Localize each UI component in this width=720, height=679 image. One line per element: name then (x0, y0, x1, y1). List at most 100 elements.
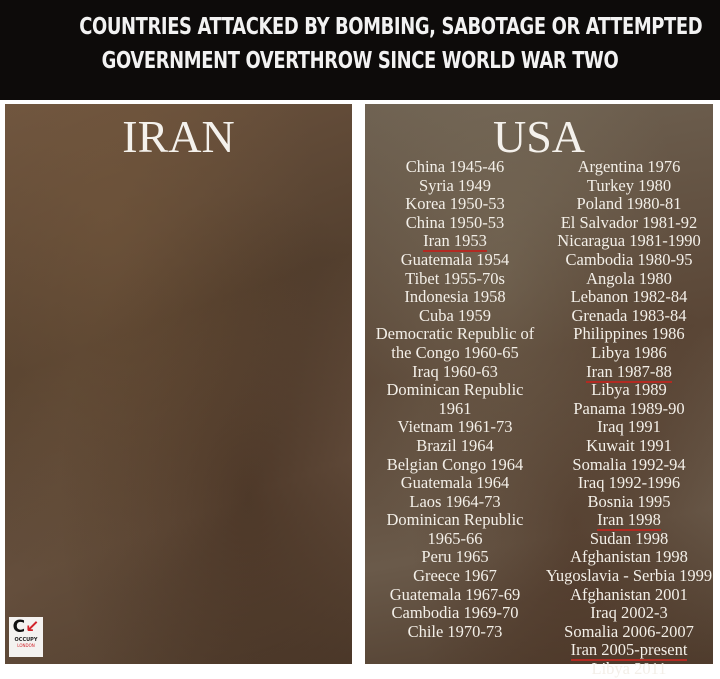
list-item: Grenada 1983-84 (543, 305, 715, 326)
list-item: Turkey 1980 (543, 175, 715, 196)
usa-list-column-2: Argentina 1976 Turkey 1980 Poland 1980-81 E… (543, 157, 715, 679)
list-item-text: Tibet 1955-70s (405, 268, 505, 288)
list-item: Guatemala 1967-69 (367, 584, 543, 605)
usa-panel: USA China 1945-46 Syria 1949 Korea 1950-53… (365, 104, 713, 678)
list-item-text: Somalia 2006-2007 (564, 621, 694, 641)
list-item-text: Peru 1965 (421, 547, 489, 567)
title-line-2: GOVERNMENT OVERTHROW SINCE WORLD WAR TWO (101, 48, 619, 74)
list-item-text: Belgian Congo 1964 (386, 454, 524, 474)
list-item-text: Afghanistan 2001 (570, 584, 688, 604)
list-item-text: El Salvador 1981-92 (560, 212, 698, 232)
list-item-text: Greece 1967 (413, 566, 497, 586)
list-item-text: Cambodia 1980-95 (565, 249, 693, 269)
list-item-highlighted: Iran 1953 (367, 231, 543, 253)
list-item-text: Cuba 1959 (419, 305, 491, 325)
title-banner: COUNTRIES ATTACKED BY BOMBING, SABOTAGE … (0, 0, 720, 100)
iran-heading: IRAN (122, 111, 235, 162)
list-item-text: Yugoslavia - Serbia 1999 (545, 566, 713, 586)
list-item-text: Iran 1953 (423, 231, 487, 253)
title-line-1: COUNTRIES ATTACKED BY BOMBING, SABOTAGE … (79, 14, 703, 40)
list-item: Panama 1989-90 (543, 398, 715, 419)
list-item-text: Afghanistan 1998 (570, 547, 688, 567)
list-item-text: Indonesia 1958 (404, 287, 506, 307)
list-item: Iraq 1960-63 (367, 361, 543, 382)
list-item: Afghanistan 2001 (543, 584, 715, 605)
list-item-text: Sudan 1998 (589, 528, 669, 548)
list-item: Indonesia 1958 (367, 287, 543, 307)
list-item: Korea 1950-53 (367, 194, 543, 214)
list-item: Poland 1980-81 (543, 194, 715, 214)
list-item-text: Dominican Republic 1961 (386, 380, 524, 418)
list-item-text: Poland 1980-81 (576, 194, 682, 214)
list-item: Bosnia 1995 (543, 491, 715, 512)
list-item-text: Lebanon 1982-84 (570, 287, 688, 307)
list-item-text: Korea 1950-53 (405, 194, 505, 214)
list-item-text: Guatemala 1964 (400, 473, 510, 493)
list-item: Iraq 2002-3 (543, 603, 715, 623)
list-item-text: Brazil 1964 (416, 435, 494, 455)
occupy-london-logo: C↙ OCCUPY LONDON (9, 617, 43, 657)
list-item: Cambodia 1980-95 (543, 249, 715, 270)
list-item: China 1950-53 (367, 212, 543, 233)
list-item-text: Democratic Republic of the Congo 1960-65 (375, 324, 535, 362)
list-item: Guatemala 1964 (367, 473, 543, 493)
list-item: Tibet 1955-70s (367, 268, 543, 289)
list-item: Cuba 1959 (367, 305, 543, 326)
occupy-logo-icon: C↙ (12, 617, 40, 637)
list-item-text: Guatemala 1967-69 (389, 584, 521, 604)
list-item-text: Iraq 1960-63 (412, 361, 498, 381)
list-item: Vietnam 1961-73 (367, 418, 543, 437)
list-item: Somalia 2006-2007 (543, 621, 715, 642)
list-item: Guatemala 1954 (367, 249, 543, 270)
list-item-text: Bosnia 1995 (587, 491, 671, 511)
list-item: China 1945-46 (367, 157, 543, 177)
list-item-text: Nicaragua 1981-1990 (557, 231, 701, 251)
list-item: Argentina 1976 (543, 157, 715, 177)
list-item-text: Dominican Republic 1965-66 (386, 510, 524, 548)
list-item: Democratic Republic of the Congo 1960-65 (367, 325, 543, 362)
list-item-text: Panama 1989-90 (573, 398, 685, 418)
list-item-text: Argentina 1976 (577, 157, 681, 176)
list-item-highlighted: Iran 1998 (543, 510, 715, 532)
list-item-text: Iraq 1992-1996 (577, 473, 681, 493)
list-item-text: China 1945-46 (405, 157, 505, 176)
usa-list-column-1: China 1945-46 Syria 1949 Korea 1950-53 Chin… (367, 157, 543, 642)
list-item-text: Guatemala 1954 (400, 249, 510, 269)
list-item: Peru 1965 (367, 548, 543, 567)
list-item: Cambodia 1969-70 (367, 603, 543, 623)
list-item: Dominican Republic 1965-66 (367, 511, 543, 548)
list-item-text: Syria 1949 (419, 175, 491, 195)
list-item-highlighted: Iran 1987-88 (543, 361, 715, 383)
list-item: Kuwait 1991 (543, 435, 715, 456)
usa-heading: USA (492, 111, 586, 162)
list-item-text: Turkey 1980 (586, 175, 672, 195)
list-item-text: Kuwait 1991 (586, 435, 672, 455)
list-item-text: Chile 1970-73 (407, 621, 503, 641)
list-item-text: China 1950-53 (405, 212, 505, 232)
list-item: Yugoslavia - Serbia 1999 (543, 566, 715, 586)
list-item: Nicaragua 1981-1990 (543, 232, 715, 251)
list-item-text: Grenada 1983-84 (571, 305, 687, 325)
logo-text-1: OCCUPY (14, 637, 38, 643)
list-item: Libya 2011 (543, 659, 715, 679)
list-item: Belgian Congo 1964 (367, 454, 543, 475)
list-item: Libya 1986 (543, 342, 715, 363)
list-item: Sudan 1998 (543, 528, 715, 549)
list-item: Afghanistan 1998 (543, 548, 715, 567)
list-item-text: Philippines 1986 (573, 324, 685, 344)
list-item: Laos 1964-73 (367, 492, 543, 512)
list-item: Chile 1970-73 (367, 621, 543, 642)
list-item-text: Iraq 2002-3 (590, 603, 668, 623)
list-item: Iraq 1992-1996 (543, 473, 715, 493)
list-item-text: Vietnam 1961-73 (397, 417, 513, 437)
list-item-text: Iran 2005-present (570, 640, 688, 662)
logo-text-2: LONDON (17, 643, 35, 648)
list-item-text: Libya 1986 (591, 342, 667, 362)
list-item: El Salvador 1981-92 (543, 212, 715, 233)
list-item: Syria 1949 (367, 175, 543, 196)
list-item-text: Somalia 1992-94 (572, 454, 686, 474)
list-item: Dominican Republic 1961 (367, 380, 543, 418)
list-item: Greece 1967 (367, 566, 543, 586)
iran-panel: IRAN (5, 104, 352, 664)
list-item: Lebanon 1982-84 (543, 287, 715, 307)
